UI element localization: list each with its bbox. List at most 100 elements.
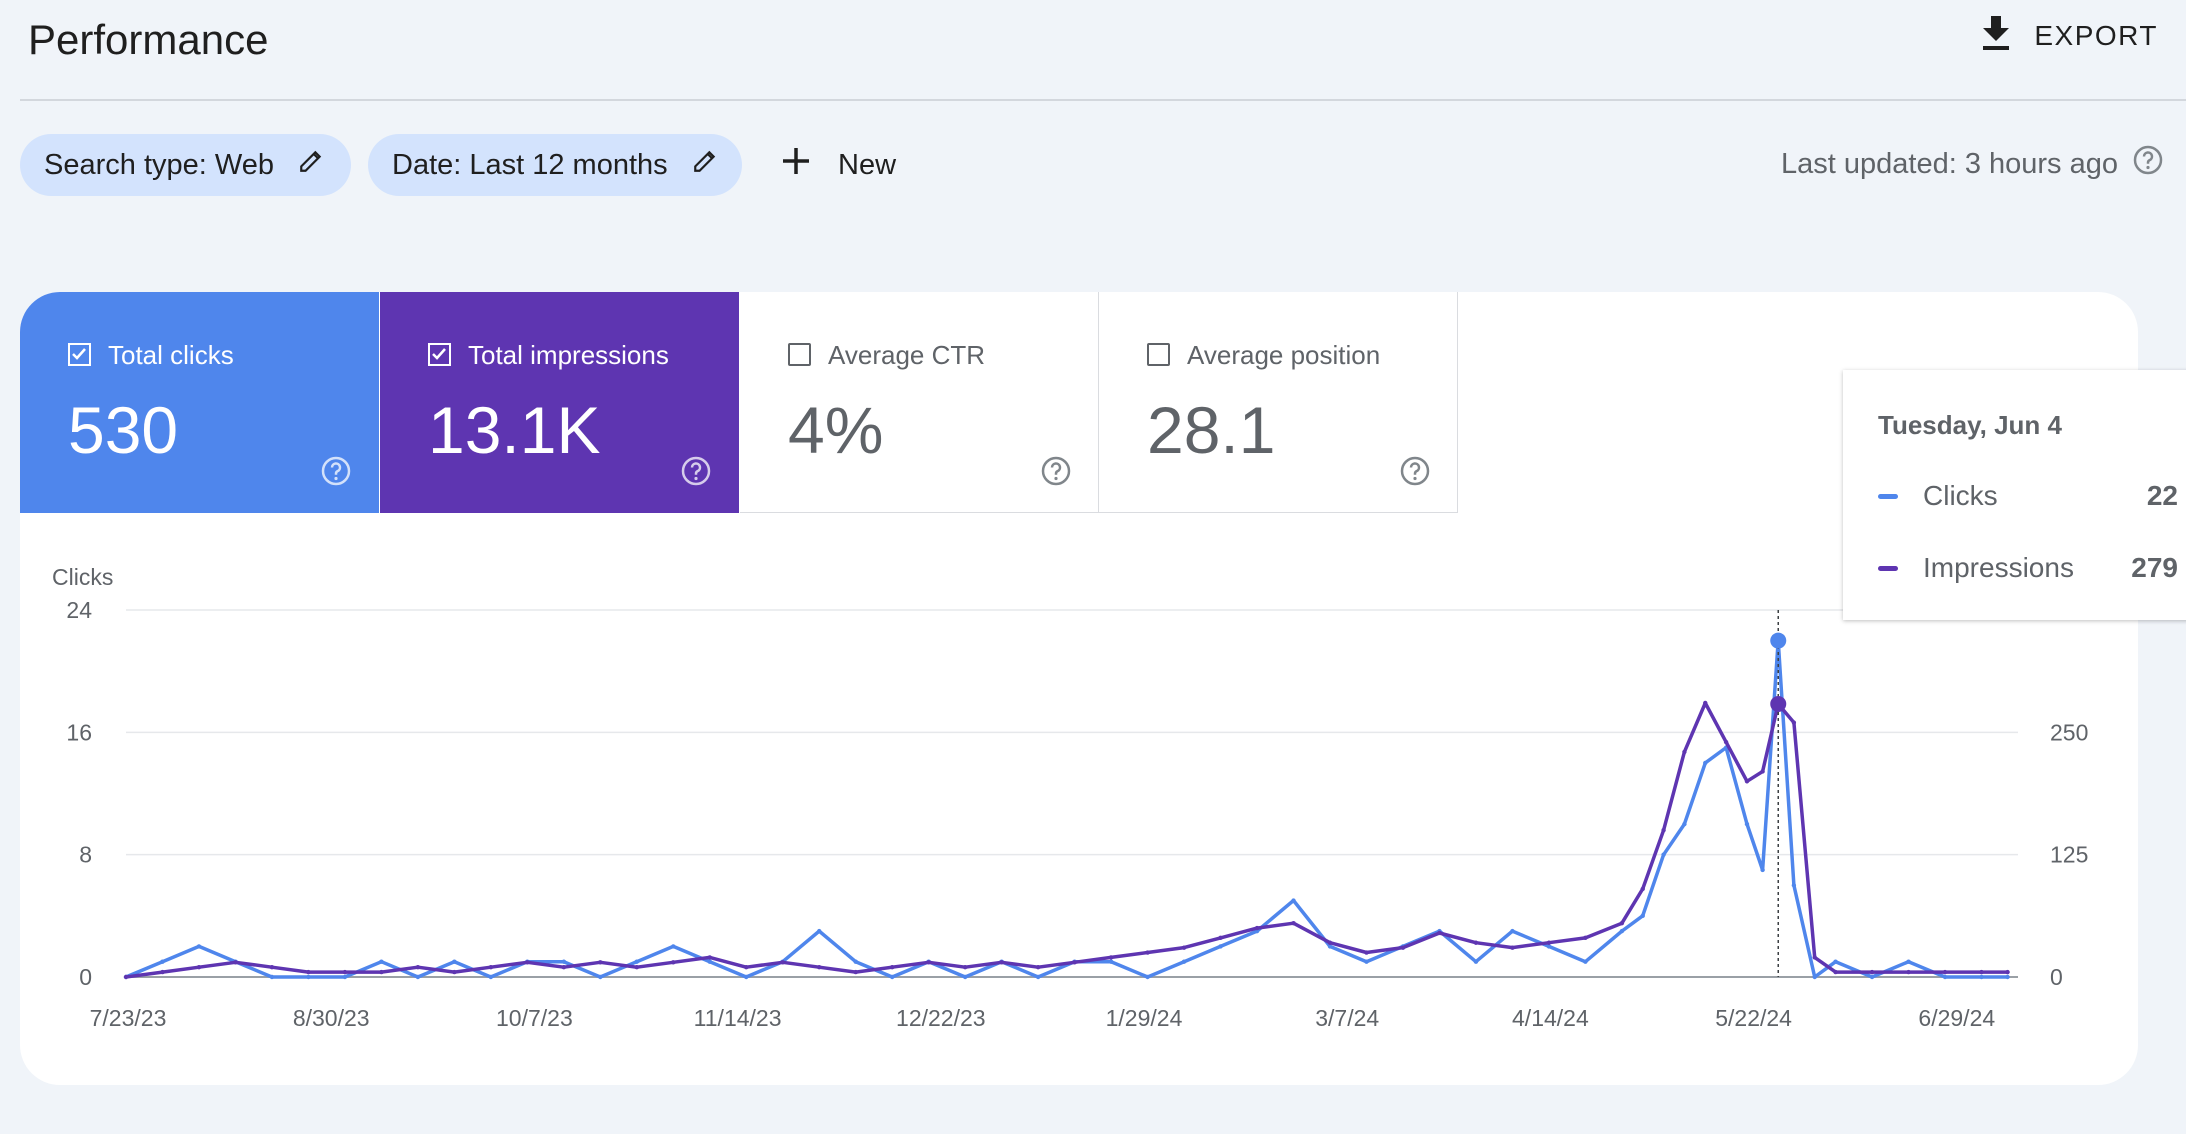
metric-average-ctr[interactable]: Average CTR 4%	[740, 292, 1099, 513]
checkbox-checked-icon[interactable]	[428, 343, 451, 366]
data-point-impressions	[1145, 950, 1150, 955]
y-tick-label: 16	[66, 719, 92, 745]
data-point-clicks	[342, 974, 348, 980]
x-tick-label: 7/23/23	[90, 1005, 167, 1031]
data-point-impressions	[306, 969, 311, 975]
metric-average-position[interactable]: Average position 28.1	[1099, 292, 1458, 513]
data-point-impressions	[525, 960, 530, 965]
page-title: Performance	[28, 16, 269, 63]
x-tick-label: 10/7/23	[496, 1005, 573, 1031]
data-point-clicks	[1942, 974, 1948, 980]
data-point-impressions	[1254, 925, 1260, 931]
checkbox-unchecked-icon[interactable]	[788, 343, 811, 366]
tooltip-date: Tuesday, Jun 4	[1878, 410, 2062, 440]
metric-label: Average CTR	[828, 340, 986, 370]
search-type-label: Search type: Web	[44, 148, 274, 181]
download-icon	[1980, 15, 2012, 57]
data-point-clicks	[379, 959, 384, 964]
pencil-icon[interactable]	[298, 148, 324, 182]
data-point-impressions	[1108, 955, 1114, 960]
y-tick-label: 8	[79, 842, 92, 868]
data-point-impressions	[634, 965, 639, 970]
data-point-clicks	[1291, 898, 1296, 903]
y-tick-label: 24	[66, 597, 92, 623]
help-icon[interactable]	[2132, 144, 2164, 184]
data-point-impressions	[1546, 940, 1552, 945]
data-point-clicks	[1682, 821, 1687, 827]
y-axis-label: Clicks	[52, 564, 113, 590]
data-point-impressions	[1510, 945, 1515, 950]
date-filter-chip[interactable]: Date: Last 12 months	[368, 134, 742, 196]
data-point-impressions	[1400, 945, 1406, 950]
data-point-clicks	[452, 959, 457, 964]
data-point-impressions	[1437, 930, 1442, 936]
x-tick-label: 6/29/24	[1918, 1005, 1995, 1031]
checkbox-unchecked-icon[interactable]	[1147, 343, 1170, 366]
tooltip-series-name: Clicks	[1923, 480, 1998, 511]
search-type-filter-chip[interactable]: Search type: Web	[20, 134, 351, 196]
x-tick-label: 3/7/24	[1315, 1005, 1379, 1031]
help-icon[interactable]	[680, 455, 712, 492]
data-point-impressions	[1035, 965, 1041, 970]
data-point-impressions	[853, 969, 858, 975]
data-point-clicks	[1760, 867, 1765, 873]
data-point-clicks	[1906, 959, 1911, 964]
data-point-clicks	[598, 974, 603, 980]
new-filter-button[interactable]: New	[780, 134, 896, 196]
data-point-impressions	[817, 965, 822, 970]
metric-label: Total clicks	[108, 340, 234, 370]
metric-total-impressions[interactable]: Total impressions 13.1K	[380, 292, 739, 513]
help-icon[interactable]	[1399, 455, 1431, 492]
x-tick-label: 1/29/24	[1106, 1005, 1183, 1031]
series-line-clicks	[125, 638, 2008, 979]
tooltip-series-value: 22	[2146, 480, 2178, 511]
y2-tick-label: 0	[2050, 964, 2063, 990]
hover-point-impressions	[1770, 695, 1787, 712]
tooltip-series-name: Impressions	[1923, 552, 2074, 583]
new-filter-label: New	[838, 148, 897, 181]
data-point-impressions	[488, 965, 494, 970]
x-tick-label: 12/22/23	[896, 1005, 986, 1031]
data-point-clicks	[488, 974, 494, 980]
help-icon[interactable]	[1040, 455, 1072, 492]
data-point-clicks	[1661, 852, 1666, 857]
data-point-impressions	[1812, 955, 1817, 960]
data-point-impressions	[196, 965, 202, 970]
data-point-impressions	[269, 965, 275, 970]
data-point-impressions	[671, 960, 676, 965]
help-icon[interactable]	[320, 455, 352, 492]
data-point-clicks	[889, 974, 895, 980]
data-point-clicks	[1473, 959, 1479, 964]
x-tick-label: 8/30/23	[293, 1005, 370, 1031]
data-point-clicks	[415, 974, 421, 980]
data-point-clicks	[962, 974, 968, 980]
export-button[interactable]: EXPORT	[1980, 14, 2158, 58]
data-point-clicks	[1546, 944, 1552, 949]
data-point-clicks	[1979, 974, 1984, 980]
clicks-legend-swatch	[1878, 493, 1898, 499]
data-point-impressions	[1723, 739, 1729, 745]
data-point-impressions	[598, 960, 603, 965]
data-point-clicks	[853, 959, 858, 964]
data-point-impressions	[1869, 969, 1875, 975]
impressions-legend-swatch	[1878, 565, 1898, 571]
data-point-clicks	[1583, 959, 1588, 964]
checkbox-checked-icon[interactable]	[68, 343, 91, 366]
data-point-impressions	[780, 960, 785, 965]
tooltip-row-clicks: Clicks 22	[1878, 478, 2178, 514]
data-point-clicks	[1364, 959, 1369, 964]
metric-value: 13.1K	[428, 393, 601, 467]
data-point-impressions	[744, 965, 749, 970]
data-point-clicks	[306, 974, 311, 980]
data-point-impressions	[1979, 969, 1984, 975]
data-point-impressions	[342, 969, 348, 975]
metric-total-clicks[interactable]: Total clicks 530	[20, 292, 379, 513]
data-point-impressions	[1364, 950, 1369, 955]
y2-tick-label: 250	[2050, 719, 2088, 745]
data-point-clicks	[1218, 944, 1223, 949]
data-point-impressions	[379, 969, 384, 975]
data-point-impressions	[2005, 969, 2010, 975]
pencil-icon[interactable]	[692, 148, 718, 182]
data-point-clicks	[634, 959, 639, 964]
